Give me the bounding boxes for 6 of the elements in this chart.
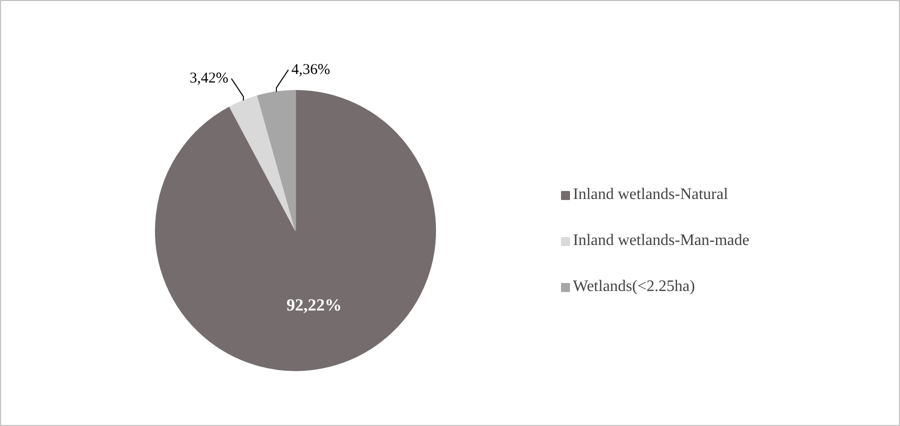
legend-label: Inland wetlands-Man-made — [573, 232, 750, 250]
legend-label: Wetlands(<2.25ha) — [573, 278, 695, 296]
data-label: 4,36% — [291, 62, 330, 78]
data-label: 3,42% — [190, 70, 228, 87]
data-label: 92,22% — [286, 296, 342, 315]
legend-label: Inland wetlands-Natural — [573, 186, 728, 204]
